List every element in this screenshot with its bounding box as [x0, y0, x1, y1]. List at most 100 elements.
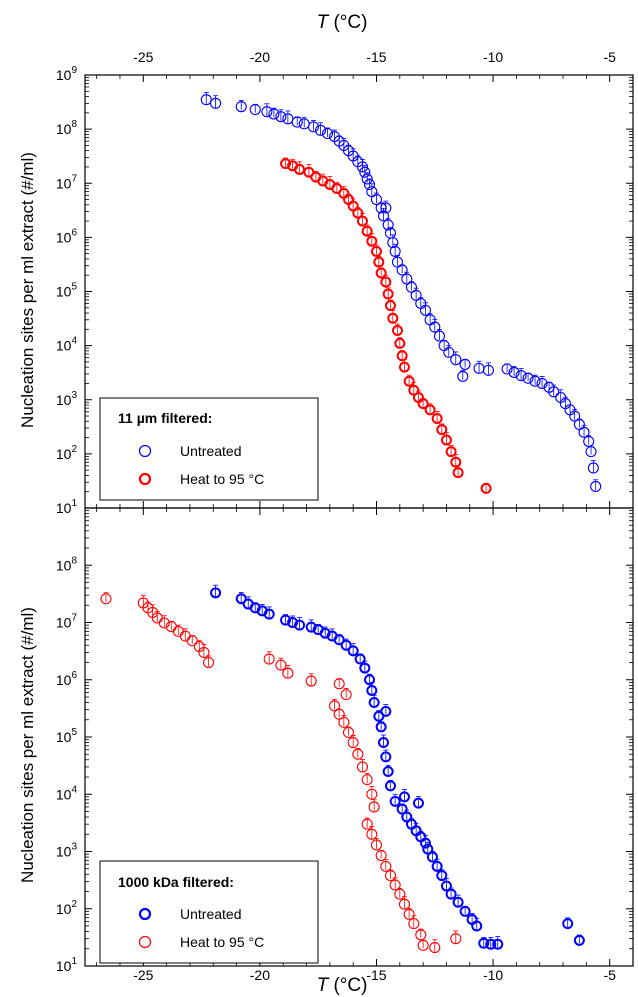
data-point — [440, 880, 452, 892]
series-heat-to-95-c — [100, 592, 462, 954]
data-point — [361, 173, 373, 185]
data-point — [280, 158, 292, 170]
data-point — [370, 839, 383, 851]
data-point — [363, 674, 375, 686]
data-point — [354, 653, 366, 665]
data-point — [384, 780, 396, 792]
data-point — [389, 795, 401, 807]
data-point — [352, 748, 364, 760]
y-tick-label: 104 — [56, 336, 78, 354]
data-point — [363, 178, 376, 191]
series-untreated — [210, 584, 585, 950]
data-point — [408, 918, 420, 930]
y-tick-label: 108 — [56, 555, 78, 573]
top-panel-legend: 11 µm filtered: Untreated Heat to 95 °C — [99, 397, 319, 501]
data-point — [380, 202, 392, 214]
top-x-axis-title: T (°C) — [317, 12, 368, 33]
data-point — [366, 684, 378, 696]
data-point — [431, 860, 443, 872]
data-point — [347, 736, 359, 749]
data-point — [433, 330, 446, 342]
data-point — [548, 386, 560, 398]
data-point — [375, 267, 387, 279]
data-point — [347, 645, 359, 657]
data-point — [352, 207, 364, 219]
data-point — [485, 938, 497, 950]
data-point — [305, 621, 317, 633]
data-point — [291, 116, 303, 128]
data-point — [294, 619, 306, 631]
data-point — [450, 456, 462, 468]
y-tick-label: 102 — [56, 899, 78, 917]
y-tick-label: 103 — [56, 842, 78, 860]
data-point — [359, 166, 371, 178]
data-point — [480, 482, 492, 494]
data-point — [384, 870, 397, 882]
data-point — [445, 446, 457, 458]
bottom-x-tick-label: -10 — [483, 967, 503, 983]
data-point — [501, 363, 513, 375]
data-point — [249, 103, 261, 116]
y-tick-label: 101 — [56, 956, 78, 974]
data-point — [426, 851, 438, 863]
data-point — [198, 646, 210, 658]
data-point — [356, 761, 369, 773]
data-point — [203, 656, 215, 669]
data-point — [389, 245, 401, 257]
data-point — [333, 708, 345, 720]
data-point — [361, 774, 373, 786]
data-point — [377, 210, 390, 222]
data-point — [328, 700, 341, 712]
top-x-tick-label: -20 — [250, 49, 270, 65]
data-point — [419, 837, 431, 849]
data-point — [210, 587, 222, 599]
data-point — [398, 361, 410, 373]
data-point — [450, 933, 462, 945]
data-point — [235, 101, 247, 113]
data-point — [478, 937, 490, 949]
data-point — [366, 235, 378, 247]
series-untreated — [200, 92, 602, 493]
data-point — [368, 697, 380, 709]
data-point — [373, 710, 385, 722]
data-point — [429, 321, 441, 333]
data-point — [436, 424, 448, 436]
data-point — [522, 372, 534, 384]
data-point — [366, 788, 378, 800]
data-point — [382, 765, 394, 777]
panel-0: 101 102 103 104 105 106 107 108 109 — [56, 65, 634, 516]
top-x-tick-label: -5 — [603, 49, 616, 65]
data-point — [452, 467, 464, 479]
data-point — [366, 828, 378, 840]
data-point — [578, 426, 590, 438]
bottom-x-tick-label: -25 — [133, 967, 153, 983]
top-legend-untreated-marker — [138, 444, 152, 458]
data-point — [282, 667, 294, 679]
data-point — [569, 410, 581, 422]
data-point — [457, 370, 469, 382]
bottom-x-axis-title: T (°C) — [317, 975, 368, 996]
data-point — [452, 896, 464, 908]
y-tick-label: 101 — [56, 498, 78, 516]
y-tick-label: 109 — [56, 65, 78, 83]
data-point — [235, 593, 247, 605]
data-point — [375, 849, 387, 862]
y-tick-label: 108 — [56, 119, 78, 137]
data-point — [405, 281, 418, 293]
data-point — [445, 888, 457, 900]
data-point — [382, 219, 394, 231]
data-point — [280, 614, 292, 626]
bottom-legend-heat-marker — [138, 935, 152, 949]
data-point — [398, 898, 411, 910]
data-point — [210, 97, 222, 109]
data-point — [508, 366, 520, 378]
data-point — [424, 404, 436, 416]
top-panel-y-axis-title: Nucleation sites per ml extract (#/ml) — [18, 152, 37, 428]
bottom-x-tick-label: -5 — [603, 967, 616, 983]
data-point — [333, 678, 345, 690]
top-x-tick-label: -10 — [483, 49, 503, 65]
data-point — [377, 737, 389, 749]
data-point — [536, 377, 548, 390]
data-point — [450, 354, 462, 366]
